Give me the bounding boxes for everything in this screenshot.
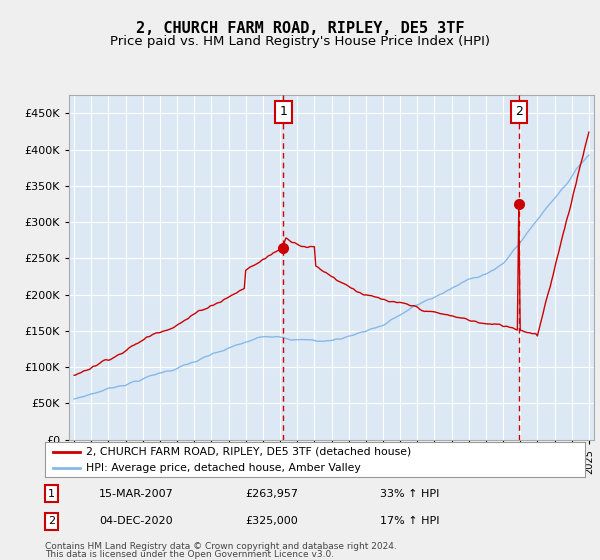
Text: HPI: Average price, detached house, Amber Valley: HPI: Average price, detached house, Ambe… (86, 463, 360, 473)
Text: 15-MAR-2007: 15-MAR-2007 (99, 489, 174, 499)
Text: 04-DEC-2020: 04-DEC-2020 (99, 516, 173, 526)
Text: 1: 1 (280, 105, 287, 118)
Text: 2: 2 (48, 516, 55, 526)
Text: Price paid vs. HM Land Registry's House Price Index (HPI): Price paid vs. HM Land Registry's House … (110, 35, 490, 48)
Text: 2: 2 (515, 105, 523, 118)
Text: Contains HM Land Registry data © Crown copyright and database right 2024.: Contains HM Land Registry data © Crown c… (45, 542, 397, 551)
Text: 2, CHURCH FARM ROAD, RIPLEY, DE5 3TF (detached house): 2, CHURCH FARM ROAD, RIPLEY, DE5 3TF (de… (86, 447, 411, 457)
Text: 17% ↑ HPI: 17% ↑ HPI (380, 516, 439, 526)
Text: £325,000: £325,000 (245, 516, 298, 526)
Text: This data is licensed under the Open Government Licence v3.0.: This data is licensed under the Open Gov… (45, 550, 334, 559)
Text: 2, CHURCH FARM ROAD, RIPLEY, DE5 3TF: 2, CHURCH FARM ROAD, RIPLEY, DE5 3TF (136, 21, 464, 36)
Text: 33% ↑ HPI: 33% ↑ HPI (380, 489, 439, 499)
Text: £263,957: £263,957 (245, 489, 298, 499)
Text: 1: 1 (48, 489, 55, 499)
